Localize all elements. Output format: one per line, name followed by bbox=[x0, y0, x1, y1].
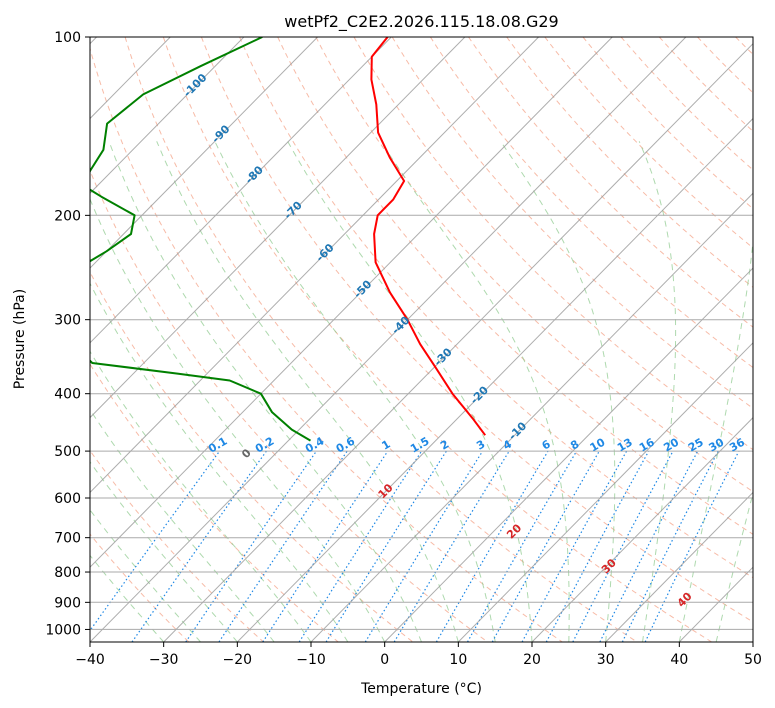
profile-series bbox=[90, 37, 487, 442]
dry-adiabat-line bbox=[429, 37, 753, 369]
y-tick-label: 800 bbox=[54, 565, 81, 581]
dry-adiabat-line bbox=[315, 37, 753, 493]
x-tick-label: 40 bbox=[670, 652, 688, 668]
y-tick-label: 700 bbox=[54, 531, 81, 547]
dry-adiabat-line bbox=[582, 37, 753, 210]
x-tick-label: 10 bbox=[449, 652, 467, 668]
x-tick-label: 30 bbox=[597, 652, 615, 668]
isotherm-line bbox=[90, 37, 466, 419]
isotherm-line bbox=[531, 416, 753, 642]
dewpoint-profile bbox=[90, 37, 312, 442]
chart-title: wetPf2_C2E2.2026.115.18.08.G29 bbox=[284, 12, 558, 32]
x-axis: −40 −30 −20 −10 0 10 20 30 40 50 bbox=[75, 642, 762, 668]
isotherm-line bbox=[90, 37, 613, 568]
dry-adiabat-line bbox=[391, 37, 753, 409]
dry-adiabat-line bbox=[506, 37, 753, 288]
isotherm-line bbox=[90, 37, 539, 494]
dry-adiabat-line bbox=[124, 37, 638, 642]
x-tick-label: 0 bbox=[380, 652, 389, 668]
temperature-profile bbox=[370, 37, 487, 436]
dry-adiabat-line bbox=[468, 37, 753, 328]
y-axis-label: Pressure (hPa) bbox=[12, 289, 28, 389]
mixing-ratio-line bbox=[521, 450, 628, 642]
x-tick-label: −30 bbox=[149, 652, 179, 668]
mixing-ratio-line bbox=[599, 450, 699, 642]
isotherm-line bbox=[163, 42, 753, 642]
isobars bbox=[90, 37, 753, 630]
dry-adiabat-line bbox=[90, 169, 488, 642]
dry-adiabat-line bbox=[277, 37, 753, 535]
mixing-ratio-line bbox=[364, 450, 484, 642]
dry-adiabat-line bbox=[620, 37, 753, 171]
mixing-ratio-line bbox=[90, 450, 221, 632]
y-tick-label: 200 bbox=[54, 208, 81, 224]
isotherm-line bbox=[90, 37, 245, 194]
y-tick-label: 600 bbox=[54, 491, 81, 507]
dry-adiabat-line bbox=[90, 271, 414, 642]
x-tick-label: −40 bbox=[75, 652, 105, 668]
mixing-ratio-line bbox=[545, 450, 650, 642]
y-tick-label: 300 bbox=[54, 313, 81, 329]
mixing-ratio-line bbox=[298, 450, 423, 642]
mixing-ratio-line bbox=[218, 450, 348, 642]
x-tick-label: −10 bbox=[296, 652, 326, 668]
mixing-ratio-line bbox=[185, 450, 317, 642]
x-tick-label: 50 bbox=[744, 652, 762, 668]
dry-adiabat-line bbox=[239, 37, 753, 579]
dry-adiabat-line bbox=[200, 37, 753, 623]
mixing-ratio-line bbox=[644, 450, 740, 642]
isotherm-line bbox=[236, 117, 753, 642]
isotherms bbox=[90, 37, 753, 642]
y-tick-label: 500 bbox=[54, 444, 81, 460]
dry-adiabat-line bbox=[162, 37, 712, 642]
x-tick-label: 20 bbox=[523, 652, 541, 668]
x-tick-label: −20 bbox=[223, 652, 253, 668]
isotherm-line bbox=[310, 192, 753, 642]
plot-frame bbox=[89, 36, 754, 643]
isotherm-line bbox=[605, 491, 753, 642]
isotherm-line bbox=[90, 37, 318, 269]
y-tick-label: 900 bbox=[54, 595, 81, 611]
mixing-ratio-line bbox=[262, 450, 389, 642]
isotherm-line bbox=[457, 342, 753, 642]
dry-adiabats bbox=[90, 37, 753, 642]
isotherm-line bbox=[384, 267, 753, 642]
y-tick-label: 400 bbox=[54, 387, 81, 403]
y-tick-label: 100 bbox=[54, 30, 81, 46]
x-axis-label: Temperature (°C) bbox=[360, 681, 482, 697]
mixing-ratio-line bbox=[393, 450, 510, 642]
dry-adiabat-line bbox=[90, 533, 190, 642]
mixing-ratio-line bbox=[325, 450, 447, 642]
y-axis: 100 200 300 400 500 600 700 800 900 1000 bbox=[45, 30, 90, 638]
isotherm-line bbox=[90, 37, 687, 642]
mixing-ratio-lines bbox=[90, 450, 740, 642]
isotherm-line bbox=[90, 37, 392, 344]
y-tick-label: 1000 bbox=[45, 622, 81, 638]
mixing-ratio-line bbox=[621, 450, 719, 642]
